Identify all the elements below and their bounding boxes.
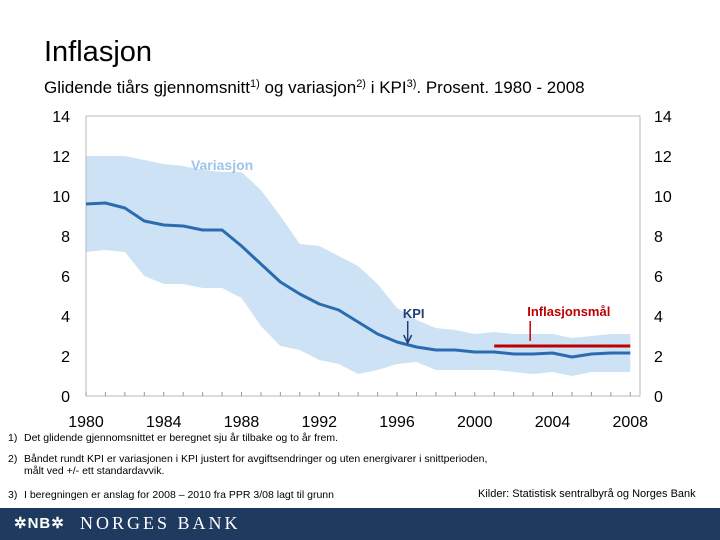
y-tick-label-left: 8 — [61, 229, 70, 246]
y-tick-label-left: 2 — [61, 349, 70, 366]
subtitle-part: i KPI — [365, 78, 407, 97]
footnote-ref-3: 3) — [406, 78, 417, 90]
footnote-text: Det glidende gjennomsnittet er beregnet … — [24, 432, 339, 444]
inflasjonsmaal-label: Inflasjonsmål — [527, 304, 610, 319]
y-tick-label-left: 14 — [52, 109, 70, 126]
kpi-series-line — [85, 201, 631, 359]
y-tick-label-left: 12 — [52, 149, 70, 166]
footer-bar: ✲NB✲ NORGES BANK — [0, 508, 720, 540]
variasjon-label: Variasjon — [191, 157, 253, 173]
y-tick-label-left: 0 — [61, 389, 70, 406]
kpi-arrow-head — [403, 334, 413, 345]
y-tick-label-left: 6 — [61, 269, 70, 286]
subtitle-part: . Prosent. 1980 - 2008 — [416, 78, 585, 97]
y-tick-label-right: 2 — [654, 349, 663, 366]
y-tick-label-left: 4 — [61, 309, 70, 326]
footnote-number: 1) — [8, 432, 18, 444]
y-tick-label-right: 6 — [654, 269, 663, 286]
y-tick-label-left: 10 — [52, 189, 70, 206]
x-tick-label: 1992 — [301, 414, 337, 431]
x-tick-label: 2004 — [535, 414, 571, 431]
x-tick-label: 1984 — [146, 414, 182, 431]
variation-band — [86, 156, 631, 376]
subtitle-part: Glidende tiårs gjennomsnitt — [44, 78, 251, 97]
footnote-ref-2: 2) — [356, 78, 366, 90]
x-tick-label: 2000 — [457, 414, 493, 431]
footnote-ref-1: 1) — [250, 78, 260, 90]
y-tick-label-right: 4 — [654, 309, 663, 326]
source-note: Kilder: Statistisk sentralbyrå og Norges… — [478, 488, 696, 500]
y-tick-label-right: 12 — [654, 149, 672, 166]
norges-bank-wordmark: NORGES BANK — [80, 513, 241, 533]
chart-title: Inflasjon — [44, 36, 153, 68]
y-tick-label-right: 8 — [654, 229, 663, 246]
norges-bank-logo-icon: ✲NB✲ — [14, 515, 65, 532]
plot-frame — [85, 115, 641, 397]
x-tick-label: 1980 — [68, 414, 104, 431]
footnote-2: 2) Båndet rundt KPI er variasjonen i KPI … — [8, 453, 487, 477]
kpi-label: KPI — [403, 306, 425, 321]
y-tick-label-right: 10 — [654, 189, 672, 206]
footnote-number: 3) — [8, 489, 18, 501]
footnote-number: 2) — [8, 453, 18, 465]
x-tick-label: 1988 — [224, 414, 260, 431]
footnote-text-continued: målt ved +/- ett standardavvik. — [24, 465, 165, 477]
footnote-text: Båndet rundt KPI er variasjonen i KPI ju… — [24, 453, 488, 465]
footnote-text: I beregningen er anslag for 2008 – 2010 … — [24, 489, 334, 501]
x-tick-label: 2008 — [612, 414, 648, 431]
footnote-3: 3) I beregningen er anslag for 2008 – 201… — [8, 489, 334, 501]
x-tick-label: 1996 — [379, 414, 415, 431]
inflation-chart: 1980 1984 1988 1992 1996 2000 2004 2008 0 2 4 6 8 10 1… — [52, 109, 672, 431]
y-tick-label-right: 14 — [654, 109, 672, 126]
footnote-1: 1) Det glidende gjennomsnittet er beregne… — [8, 432, 338, 444]
subtitle-part: og variasjon — [259, 78, 357, 97]
chart-subtitle: Glidende tiårs gjennomsnitt1) og variasj… — [44, 78, 585, 98]
y-tick-label-right: 0 — [654, 389, 663, 406]
